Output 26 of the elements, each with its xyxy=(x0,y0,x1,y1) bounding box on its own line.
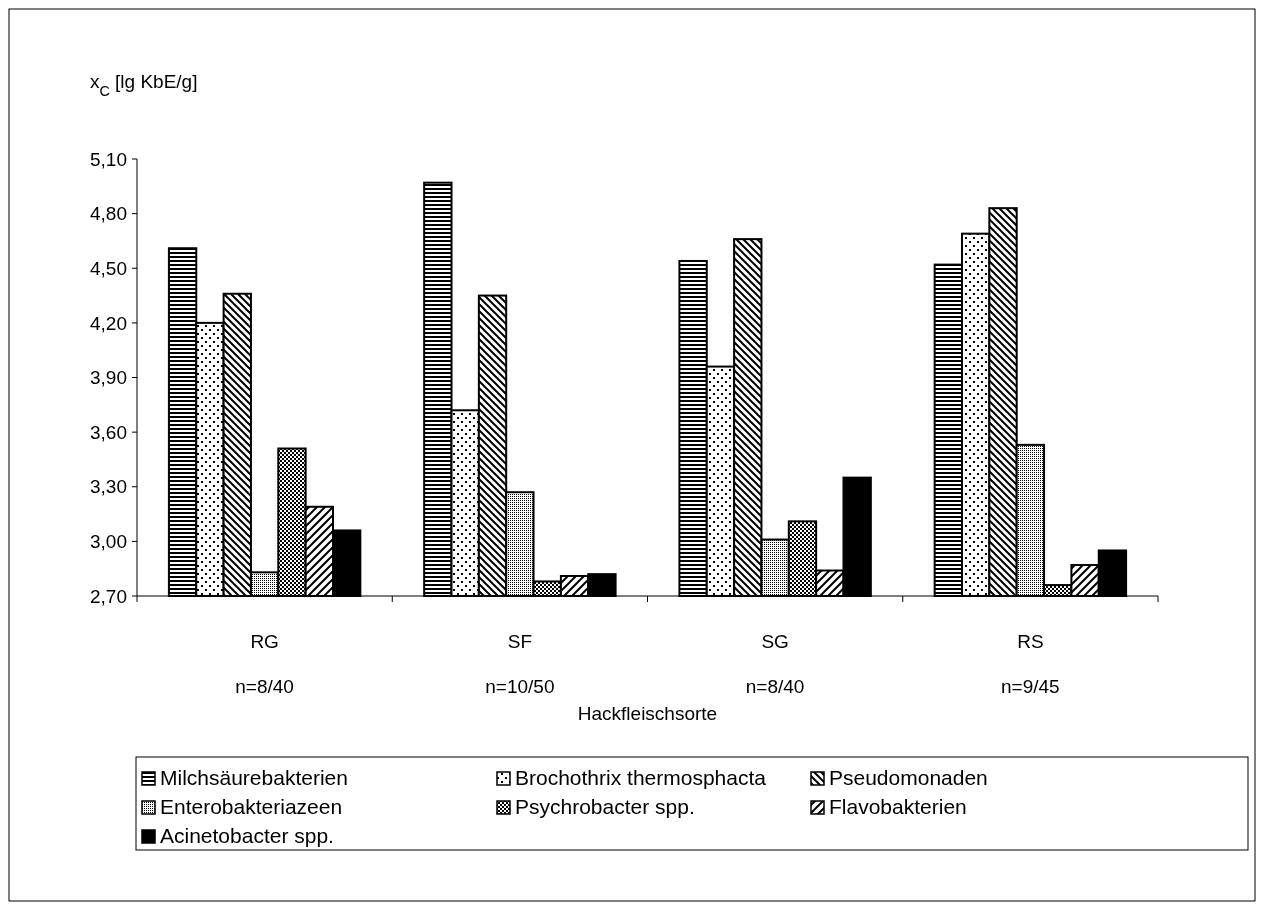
y-tick-label: 3,60 xyxy=(90,421,127,443)
y-tick-label: 3,00 xyxy=(90,531,127,553)
legend-label: Acinetobacter spp. xyxy=(160,824,334,847)
x-axis-title: Hackfleischsorte xyxy=(577,703,718,724)
y-tick-label: 4,80 xyxy=(90,203,127,225)
text: n=8/40 xyxy=(745,676,805,697)
legend-label: Brochothrix thermosphacta xyxy=(515,766,767,789)
y-tick-label: 2,70 xyxy=(90,585,127,607)
legend-label: Pseudomonaden xyxy=(829,766,988,789)
legend-label: Psychrobacter spp. xyxy=(515,795,695,818)
text: n=9/45 xyxy=(1001,676,1060,697)
y-axis-title: x$_{C}$ [lg KbE/g] xyxy=(90,71,198,99)
y-tick-label: 4,50 xyxy=(90,257,127,279)
y-tick-label: 5,10 xyxy=(90,148,127,170)
legend-label: Milchsäurebakterien xyxy=(160,766,348,789)
x-tick-label: RG xyxy=(250,631,279,652)
x-tick-label: SG xyxy=(761,631,789,652)
legend-label: Enterobakteriazeen xyxy=(160,795,343,818)
y-tick-label: 3,90 xyxy=(90,367,127,389)
y-tick-label: 4,20 xyxy=(90,312,127,334)
text: n=8/40 xyxy=(235,676,294,697)
x-tick-label: RS xyxy=(1017,631,1044,652)
y-tick-label: 3,30 xyxy=(90,476,127,498)
text: n=10/50 xyxy=(485,676,555,697)
legend-label: Flavobakterien xyxy=(829,795,967,818)
x-tick-label: SF xyxy=(507,631,533,652)
